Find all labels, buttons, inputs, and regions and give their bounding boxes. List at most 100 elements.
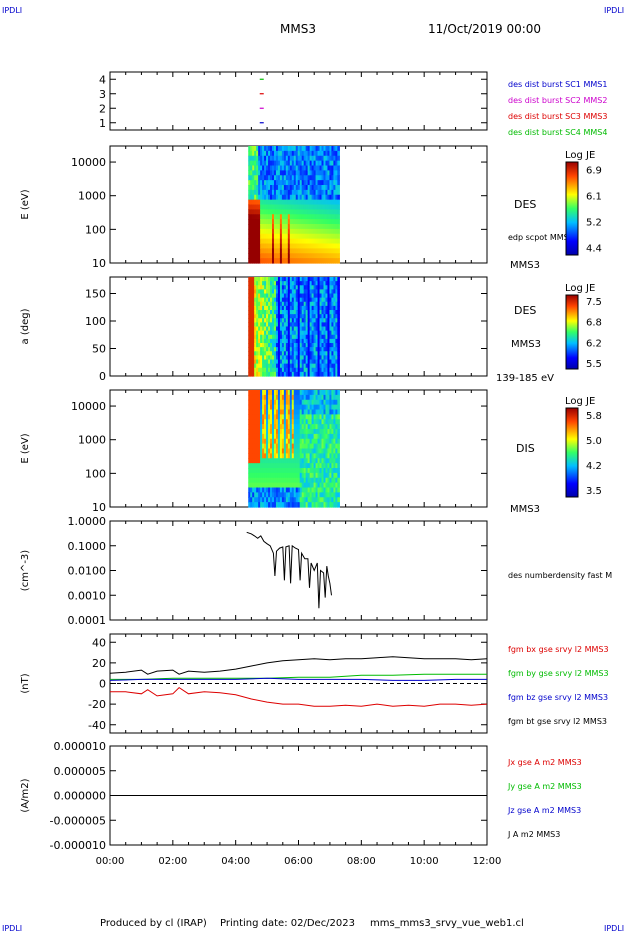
dis-energy-heat-cell [273,477,277,484]
des-energy-heat-cell [295,170,299,176]
des-energy-heat-cell [335,175,338,181]
dis-energy-heat-cell [309,443,313,450]
des-pitch-heat-cell [272,281,275,286]
des-pitch-heat-cell [275,371,279,377]
des-pitch-heat-cell [272,310,275,315]
des-pitch-heat-cell [299,351,303,356]
des-pitch-heat-cell [273,297,277,303]
dis-energy-heat-cell [270,409,273,415]
des-pitch-heat-cell [291,310,295,315]
des-energy-heat-cell [337,238,340,245]
dis-energy-heat-cell [264,394,267,401]
des-energy-heat-cell [325,204,329,210]
des-energy-heat-cell [305,253,309,259]
des-pitch-heat-cell [256,359,259,365]
des-energy-heat-cell [258,150,261,157]
dis-energy-heat-cell [270,419,273,425]
des-energy-heat-cell [268,175,271,181]
dis-energy-heat-cell [268,409,271,415]
des-pitch-heat-cell [256,277,259,282]
des-pitch-heat-cell [309,289,313,295]
des-pitch-heat-cell [283,322,287,328]
des-energy-heat-cell [329,185,333,191]
des-energy-heat-cell [264,228,267,235]
dis-energy-heat-cell [321,492,325,498]
des-pitch-heat-cell [297,318,301,323]
dis-energy-heat-cell [309,487,313,493]
des-energy-heat-cell [297,170,301,176]
des-energy-heat-cell [335,150,338,157]
dis-energy-heat-cell [273,409,277,415]
dis-energy-heat-cell [252,438,255,445]
des-pitch-heat-cell [305,338,309,344]
dis-energy-heat-cell [270,468,273,474]
des-energy-heat-cell [266,150,269,157]
dis-energy-heat-cell [272,453,275,459]
des-energy-heat-cell [254,185,257,191]
dis-energy-heat-cell [319,404,323,411]
des-energy-heat-cell [315,233,319,240]
des-energy-heat-cell [250,214,253,220]
des-pitch-heat-cell [337,347,340,352]
dis-energy-heat-cell [270,404,273,411]
des-pitch-heat-cell [321,334,325,340]
des-energy-heat-cell [335,238,338,245]
des-energy-heat-cell [337,224,340,230]
des-energy-heat-cell [252,155,255,162]
des-pitch-heat-cell [285,293,289,299]
des-energy-heat-cell [277,248,281,254]
des-energy-heat-cell [272,224,275,230]
des-energy-heat-cell [275,228,279,235]
des-energy-heat-cell [273,214,277,220]
des-energy-heat-cell [252,199,255,206]
des-energy-heat-cell [301,199,305,206]
des-pitch-heat-cell [309,322,313,328]
dis-energy-heat-cell [309,482,313,489]
dis-energy-heat-cell [266,453,269,459]
des-pitch-heat-cell [258,314,261,319]
des-energy-heat-cell [268,209,271,215]
des-energy-heat-cell [323,258,327,264]
dis-energy-heat-cell [315,390,319,396]
des-energy-heat-cell [329,160,333,167]
dis-energy-heat-cell [275,424,279,430]
des-energy-heat-cell [311,233,315,240]
des-pitch-heat-cell [252,301,255,307]
dis-energy-heat-cell [321,424,325,430]
des-energy-heat-cell [264,165,267,171]
des-energy-heat-cell [264,160,267,167]
des-pitch-heat-cell [331,293,334,299]
des-pitch-heat-cell [311,277,315,282]
dis-energy-heat-cell [281,414,285,420]
des-energy-heat-cell [329,165,333,171]
des-pitch-heat-cell [277,330,281,336]
des-pitch-heat-cell [321,351,325,356]
dis-energy-heat-cell [254,429,257,435]
des-energy-heat-cell [327,248,331,254]
des-energy-heat-cell [279,253,283,259]
des-energy-heat-cell [333,243,336,249]
des-energy-heat-cell [287,204,291,210]
des-energy-colorbar-tick: 5.2 [586,218,602,229]
des-pitch-heat-cell [319,347,323,352]
des-pitch-heat-cell [252,310,255,315]
des-energy-heat-cell [250,219,253,225]
dis-energy-heat-cell [313,404,317,411]
des-pitch-heat-cell [281,330,285,336]
des-pitch-heat-cell [317,334,321,340]
des-pitch-heat-cell [333,351,336,356]
dis-energy-heat-cell [264,477,267,484]
des-energy-heat-cell [329,228,333,235]
des-pitch-heat-cell [260,355,263,361]
dis-energy-heat-cell [295,482,299,489]
dis-energy-heat-cell [287,438,291,445]
dis-energy-heat-cell [295,477,299,484]
des-energy-heat-cell [315,185,319,191]
des-pitch-heat-cell [337,326,340,332]
des-energy-heat-cell [297,209,301,215]
des-energy-heat-cell [323,170,327,176]
dis-energy-heat-cell [273,482,277,489]
dis-energy-heat-cell [323,424,327,430]
dis-energy-heat-cell [323,458,327,464]
des-energy-heat-cell [321,224,325,230]
